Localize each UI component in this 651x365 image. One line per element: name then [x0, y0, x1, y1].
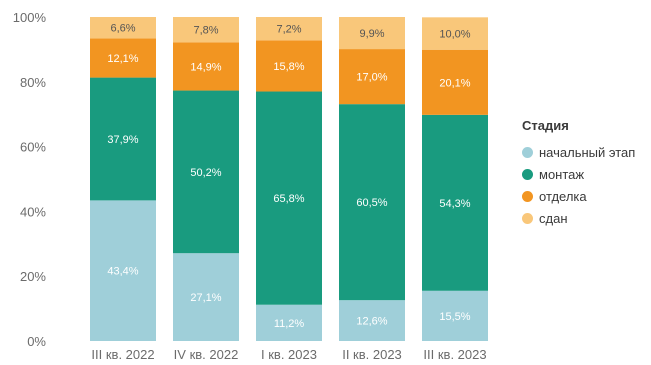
bar-segment	[90, 200, 156, 341]
legend-marker	[522, 190, 533, 202]
legend: Стадия начальный этап монтаж отделка сда…	[522, 118, 635, 229]
bar-segment	[339, 17, 405, 50]
data-label: 7,2%	[276, 24, 301, 36]
legend-label: начальный этап	[539, 144, 636, 160]
data-label: 54,3%	[439, 198, 470, 210]
legend-label: отделка	[539, 188, 587, 204]
data-label: 11,2%	[274, 318, 305, 330]
legend-item-initial: начальный этап	[522, 141, 635, 163]
bar-segment	[256, 304, 322, 341]
x-axis: III кв. 2022 IV кв. 2022 I кв. 2023 II кв. …	[91, 347, 486, 362]
data-label: 65,8%	[273, 193, 304, 205]
bar-segment	[339, 300, 405, 341]
legend-marker	[522, 146, 533, 158]
data-label: 50,2%	[190, 167, 221, 179]
bar-segment	[173, 17, 239, 43]
bar-segment	[90, 77, 156, 201]
legend-item-assembly: монтаж	[522, 163, 635, 185]
x-tick-label: II кв. 2023	[342, 347, 402, 362]
bar-segment	[90, 17, 156, 39]
y-tick-label: 20%	[20, 269, 46, 284]
data-label: 6,6%	[110, 23, 135, 35]
data-label: 15,5%	[439, 311, 470, 323]
bar-segment	[422, 114, 488, 291]
x-tick-label: III кв. 2022	[91, 347, 154, 362]
data-label: 12,6%	[356, 316, 387, 328]
y-tick-label: 0%	[27, 334, 46, 349]
bar-segment	[256, 17, 322, 41]
data-label: 17,0%	[356, 72, 387, 84]
data-label: 20,1%	[439, 77, 470, 89]
bar-segment	[90, 38, 156, 78]
bar-segment	[422, 290, 488, 341]
data-label: 15,8%	[273, 61, 304, 73]
data-label: 37,9%	[107, 134, 138, 146]
legend-label: монтаж	[539, 166, 585, 182]
data-label: 27,1%	[190, 292, 221, 304]
bar-segment	[422, 49, 488, 115]
data-label: 9,9%	[359, 28, 384, 40]
bar-segment	[256, 91, 322, 305]
y-tick-label: 40%	[20, 204, 46, 219]
y-tick-label: 80%	[20, 75, 46, 90]
bar-segment	[173, 42, 239, 91]
data-label: 10,0%	[439, 29, 470, 41]
bar-segment	[173, 253, 239, 341]
legend-item-finishing: отделка	[522, 185, 635, 207]
legend-item-completed: сдан	[522, 207, 635, 229]
bar-segment	[256, 40, 322, 92]
y-axis: 0% 20% 40% 60% 80% 100%	[13, 10, 47, 349]
data-label: 12,1%	[107, 53, 138, 65]
bar-segment	[339, 104, 405, 301]
y-tick-label: 100%	[13, 10, 47, 25]
bar-segment	[173, 90, 239, 254]
bar-segment	[422, 17, 488, 50]
x-tick-label: III кв. 2023	[423, 347, 486, 362]
data-label: 14,9%	[190, 61, 221, 73]
data-label: 60,5%	[356, 197, 387, 209]
x-tick-label: I кв. 2023	[261, 347, 317, 362]
bars: 43,4% 37,9% 12,1% 6,6% 27,1% 50,2% 14,9% 7,8% 11…	[90, 17, 488, 341]
legend-marker	[522, 168, 533, 180]
x-tick-label: IV кв. 2022	[174, 347, 239, 362]
data-label: 43,4%	[107, 266, 138, 278]
y-tick-label: 60%	[20, 140, 46, 155]
legend-marker	[522, 212, 533, 224]
data-label: 7,8%	[193, 25, 218, 37]
bar-segment	[339, 49, 405, 105]
legend-title: Стадия	[522, 118, 569, 133]
legend-label: сдан	[539, 210, 568, 226]
